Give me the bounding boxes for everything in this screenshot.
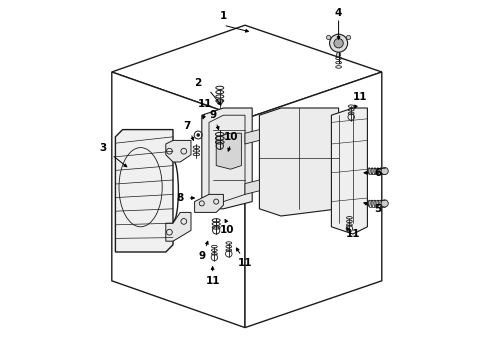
Polygon shape [216, 133, 242, 169]
Text: 9: 9 [198, 251, 205, 261]
Polygon shape [259, 108, 339, 216]
Circle shape [346, 35, 351, 40]
Text: 4: 4 [335, 8, 343, 18]
Text: 11: 11 [238, 258, 252, 268]
Circle shape [217, 99, 222, 104]
Text: 10: 10 [220, 225, 234, 235]
Text: 11: 11 [198, 99, 213, 109]
Polygon shape [245, 72, 382, 328]
Text: 11: 11 [205, 276, 220, 286]
Text: 11: 11 [353, 92, 368, 102]
Text: 3: 3 [99, 143, 106, 153]
Circle shape [330, 34, 347, 52]
Text: 1: 1 [220, 11, 227, 21]
Text: 8: 8 [176, 193, 184, 203]
Polygon shape [202, 108, 252, 209]
Text: 10: 10 [223, 132, 238, 142]
Text: 2: 2 [195, 78, 202, 88]
Polygon shape [245, 130, 259, 144]
Text: 6: 6 [374, 168, 382, 178]
Circle shape [381, 200, 388, 207]
Circle shape [334, 39, 343, 48]
Circle shape [196, 133, 200, 137]
Polygon shape [245, 180, 259, 194]
Text: 9: 9 [209, 110, 216, 120]
Polygon shape [195, 194, 223, 212]
Circle shape [337, 53, 341, 57]
Polygon shape [116, 130, 173, 252]
Polygon shape [166, 212, 191, 241]
Text: 11: 11 [346, 229, 360, 239]
Polygon shape [112, 72, 245, 328]
Circle shape [381, 167, 388, 175]
Polygon shape [166, 140, 191, 162]
Polygon shape [331, 108, 368, 234]
Circle shape [326, 35, 331, 40]
Text: 7: 7 [184, 121, 191, 131]
Text: 5: 5 [374, 204, 382, 214]
